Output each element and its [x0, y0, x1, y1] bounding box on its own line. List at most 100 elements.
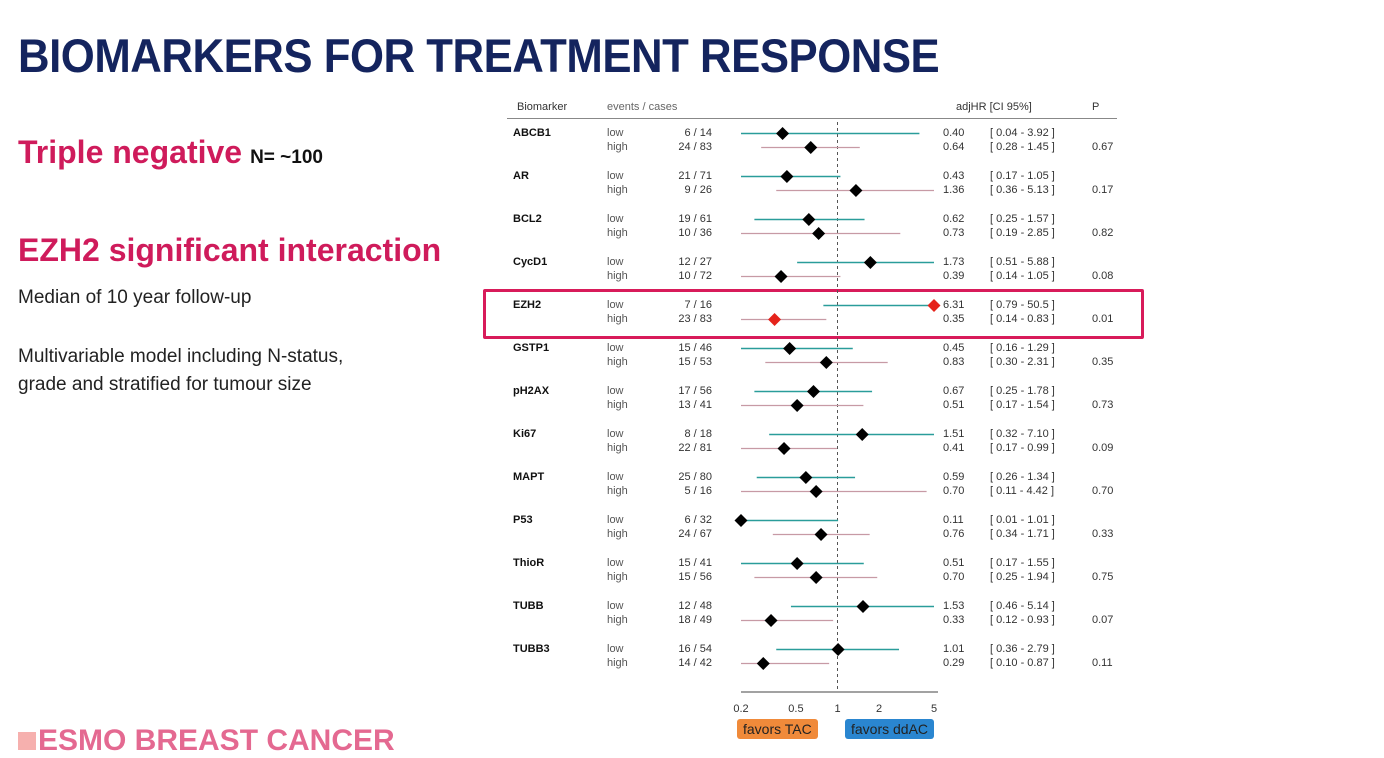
hr-marker	[806, 385, 820, 398]
hr-marker	[831, 643, 845, 656]
hr-value: 0.40	[943, 127, 965, 139]
hr-marker	[768, 313, 782, 326]
ci-value: [ 0.16 - 1.29 ]	[990, 342, 1055, 354]
p-value: 0.09	[1092, 442, 1114, 454]
ci-value: [ 0.34 - 1.71 ]	[990, 528, 1055, 540]
hr-value: 0.83	[943, 356, 965, 368]
hr-marker	[819, 356, 833, 369]
header-biomarker: Biomarker	[517, 101, 568, 113]
group-label: high	[607, 141, 628, 153]
group-label: low	[607, 127, 624, 139]
header-hr: adjHR [CI 95%]	[956, 101, 1032, 113]
ci-value: [ 0.30 - 2.31 ]	[990, 356, 1055, 368]
p-value: 0.35	[1092, 356, 1114, 368]
group-label: high	[607, 227, 628, 239]
hr-marker	[849, 184, 863, 197]
p-value: 0.08	[1092, 270, 1114, 282]
p-value: 0.01	[1092, 313, 1114, 325]
events-cases: 17 / 56	[678, 385, 712, 397]
ci-value: [ 0.04 - 3.92 ]	[990, 127, 1055, 139]
subtitle: Triple negative N= ~100	[18, 134, 323, 171]
ci-value: [ 0.46 - 5.14 ]	[990, 600, 1055, 612]
ci-value: [ 0.14 - 1.05 ]	[990, 270, 1055, 282]
favors-left-badge: favors TAC	[737, 719, 818, 739]
note-follow-up: Median of 10 year follow-up	[18, 287, 252, 308]
events-cases: 6 / 32	[684, 514, 712, 526]
events-cases: 12 / 27	[678, 256, 712, 268]
events-cases: 15 / 46	[678, 342, 712, 354]
events-cases: 10 / 36	[678, 227, 712, 239]
ci-value: [ 0.17 - 1.54 ]	[990, 399, 1055, 411]
hr-marker	[804, 141, 818, 154]
hr-marker	[809, 485, 823, 498]
group-label: low	[607, 213, 624, 225]
ci-value: [ 0.25 - 1.78 ]	[990, 385, 1055, 397]
p-value: 0.07	[1092, 614, 1114, 626]
group-label: low	[607, 299, 624, 311]
biomarker-label: P53	[513, 514, 533, 526]
group-label: low	[607, 600, 624, 612]
ci-value: [ 0.17 - 1.55 ]	[990, 557, 1055, 569]
biomarker-label: TUBB3	[513, 643, 550, 655]
ci-value: [ 0.01 - 1.01 ]	[990, 514, 1055, 526]
events-cases: 22 / 81	[678, 442, 712, 454]
group-label: low	[607, 557, 624, 569]
x-tick-label: 0.5	[788, 703, 803, 715]
biomarker-label: TUBB	[513, 600, 544, 612]
events-cases: 9 / 26	[684, 184, 712, 196]
hr-value: 0.39	[943, 270, 965, 282]
p-value: 0.33	[1092, 528, 1114, 540]
hr-marker	[734, 514, 748, 527]
group-label: low	[607, 514, 624, 526]
group-label: high	[607, 399, 628, 411]
p-value: 0.73	[1092, 399, 1114, 411]
ci-value: [ 0.32 - 7.10 ]	[990, 428, 1055, 440]
hr-marker	[774, 270, 788, 283]
p-value: 0.70	[1092, 485, 1114, 497]
hr-marker	[783, 342, 797, 355]
hr-value: 0.51	[943, 557, 965, 569]
hr-value: 0.51	[943, 399, 965, 411]
biomarker-label: MAPT	[513, 471, 545, 483]
group-label: high	[607, 614, 628, 626]
ci-value: [ 0.12 - 0.93 ]	[990, 614, 1055, 626]
biomarker-label: CycD1	[513, 256, 548, 268]
x-tick-label: 2	[876, 703, 882, 715]
hr-marker	[756, 657, 770, 670]
highlight-box	[483, 289, 1144, 339]
hr-value: 0.73	[943, 227, 965, 239]
group-label: low	[607, 342, 624, 354]
hr-marker	[809, 571, 823, 584]
note-model-2: grade and stratified for tumour size	[18, 374, 312, 395]
p-value: 0.67	[1092, 141, 1114, 153]
note-model-1: Multivariable model including N-status,	[18, 346, 344, 367]
hr-marker	[777, 442, 791, 455]
ci-value: [ 0.17 - 0.99 ]	[990, 442, 1055, 454]
subtitle-text: Triple negative	[18, 134, 243, 170]
events-cases: 5 / 16	[684, 485, 712, 497]
header-events: events / cases	[607, 101, 678, 113]
ci-value: [ 0.28 - 1.45 ]	[990, 141, 1055, 153]
hr-value: 0.45	[943, 342, 965, 354]
hr-value: 0.33	[943, 614, 965, 626]
ci-value: [ 0.19 - 2.85 ]	[990, 227, 1055, 239]
hr-marker	[776, 127, 790, 140]
hr-value: 0.35	[943, 313, 965, 325]
group-label: high	[607, 356, 628, 368]
group-label: high	[607, 184, 628, 196]
p-value: 0.82	[1092, 227, 1114, 239]
p-value: 0.11	[1092, 657, 1113, 669]
group-label: high	[607, 313, 628, 325]
group-label: low	[607, 428, 624, 440]
events-cases: 14 / 42	[678, 657, 712, 669]
slide-title: BIOMARKERS FOR TREATMENT RESPONSE	[18, 29, 940, 82]
biomarker-label: BCL2	[513, 213, 542, 225]
hr-value: 0.70	[943, 571, 965, 583]
events-cases: 18 / 49	[678, 614, 712, 626]
biomarker-label: ABCB1	[513, 127, 551, 139]
biomarker-label: EZH2	[513, 299, 542, 311]
group-label: low	[607, 385, 624, 397]
group-label: high	[607, 442, 628, 454]
events-cases: 25 / 80	[678, 471, 712, 483]
hr-value: 1.36	[943, 184, 965, 196]
